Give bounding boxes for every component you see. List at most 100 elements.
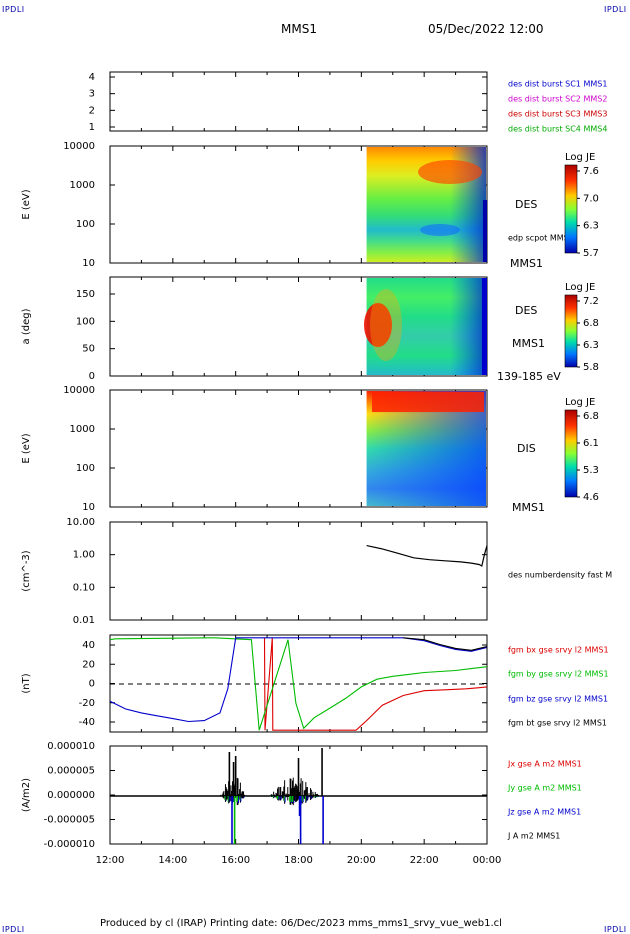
footer-credit: Produced by cl (IRAP) Printing date: 06/… [100,918,502,929]
y-tick-label: 150 [76,289,95,300]
y-tick-label: 0.000000 [47,790,95,801]
field-line [110,637,487,723]
series-label: Jz gse A m2 MMS1 [507,808,581,817]
corner-label-bottom-right: IPDLI [604,925,627,934]
y-tick-label: 10 [82,502,95,513]
y-tick-label: 40 [82,640,95,651]
legend-entry: des dist burst SC3 MMS3 [508,110,607,119]
series-label: fgm bt gse srvy l2 MMS1 [508,719,607,728]
x-tick-label: 16:00 [221,855,250,866]
colorbar-tick-label: 6.8 [583,411,599,422]
y-tick-label: 10.00 [66,517,95,528]
series-label: J A m2 MMS1 [507,832,560,841]
panel-right-label: MMS1 [512,337,545,350]
y-axis-label: E (eV) [21,189,32,219]
colorbar [564,164,578,254]
field-line [110,637,487,731]
colorbar-tick-label: 4.6 [583,492,599,503]
panel-right-label: edp scpot MMS1 [508,234,574,243]
y-axis-label: E (eV) [21,433,32,463]
y-axis-label: (nT) [21,673,32,693]
y-tick-label: -20 [79,698,95,709]
y-tick-label: 0.000005 [47,766,95,777]
colorbar-title: Log JE [565,152,595,163]
y-tick-label: 10000 [63,141,95,152]
series-label: des numberdensity fast M [508,571,612,580]
y-axis-label: (cm^-3) [21,550,32,591]
y-tick-label: 0 [89,371,95,382]
x-tick-label: 12:00 [96,855,125,866]
spacecraft-title: MMS1 [281,22,317,36]
x-tick-label: 14:00 [158,855,187,866]
panel-right-label: DIS [517,442,536,455]
y-tick-label: -40 [79,717,95,728]
panel-frame-spacecraft [109,71,488,132]
series-label: Jy gse A m2 MMS1 [507,784,582,793]
y-tick-label: -0.000005 [44,815,95,826]
pitch-halo [370,289,402,361]
colorbar [564,294,578,368]
y-tick-label: 100 [76,316,95,327]
series-label: fgm bz gse srvy l2 MMS1 [508,695,608,704]
colorbar-tick-label: 6.3 [583,340,599,351]
x-tick-label: 18:00 [284,855,313,866]
y-tick-label: 2 [89,105,95,116]
y-tick-label: 100 [76,463,95,474]
spectrogram-coldspot [420,224,460,236]
panel-right-label: DES [515,304,537,317]
series-label: Jx gse A m2 MMS1 [507,760,582,769]
y-tick-label: 1000 [70,180,95,191]
datetime-title: 05/Dec/2022 12:00 [428,22,544,36]
y-tick-label: 10000 [63,385,95,396]
legend-entry: des dist burst SC4 MMS4 [508,125,607,134]
series-label: fgm by gse srvy l2 MMS1 [508,670,609,679]
y-axis-label: a (deg) [21,308,32,344]
pitch-hotspot [364,303,392,347]
y-tick-label: 50 [82,344,95,355]
colorbar [564,409,578,498]
y-tick-label: 1000 [70,424,95,435]
y-tick-label: -0.000010 [44,839,95,850]
y-tick-label: 100 [76,219,95,230]
colorbar-tick-label: 7.6 [583,166,599,177]
y-tick-label: 20 [82,659,95,670]
colorbar-tick-label: 6.3 [583,221,599,232]
corner-label-top-right: IPDLI [604,5,627,14]
corner-label-top-left: IPDLI [2,5,25,14]
panel-right-label: MMS1 [512,501,545,514]
panel-right-label: DES [515,198,537,211]
legend-entry: des dist burst SC1 MMS1 [508,80,607,89]
field-line [403,637,487,651]
y-tick-label: 0.10 [73,582,95,593]
y-axis-label: (A/m2) [21,778,32,812]
colorbar-title: Log JE [565,282,595,293]
x-tick-label: 00:00 [473,855,502,866]
y-tick-label: 1 [89,122,95,133]
y-tick-label: 1.00 [73,550,95,561]
x-tick-label: 22:00 [410,855,439,866]
y-tick-label: 0 [89,679,95,690]
panel-right-label: MMS1 [510,257,543,270]
x-tick-label: 20:00 [347,855,376,866]
colorbar-title: Log JE [565,397,595,408]
y-tick-label: 3 [89,89,95,100]
dis-hot-band [372,392,484,412]
y-tick-label: 10 [82,258,95,269]
colorbar-tick-label: 5.7 [583,248,599,259]
colorbar-tick-label: 6.8 [583,318,599,329]
y-tick-label: 4 [89,72,95,83]
colorbar-tick-label: 7.0 [583,193,599,204]
density-line [366,545,488,567]
spectrogram-edge [483,200,487,262]
legend-entry: des dist burst SC2 MMS2 [508,95,607,104]
y-tick-label: 0.000010 [47,741,95,752]
colorbar-tick-label: 6.1 [583,438,599,449]
series-label: fgm bx gse srvy l2 MMS1 [508,646,609,655]
corner-label-bottom-left: IPDLI [2,925,25,934]
spectrogram-hotspot [418,160,482,184]
panel-frame-density [109,521,488,621]
colorbar-tick-label: 5.8 [583,362,599,373]
colorbar-tick-label: 5.3 [583,465,599,476]
spectrogram-edge [482,278,487,375]
